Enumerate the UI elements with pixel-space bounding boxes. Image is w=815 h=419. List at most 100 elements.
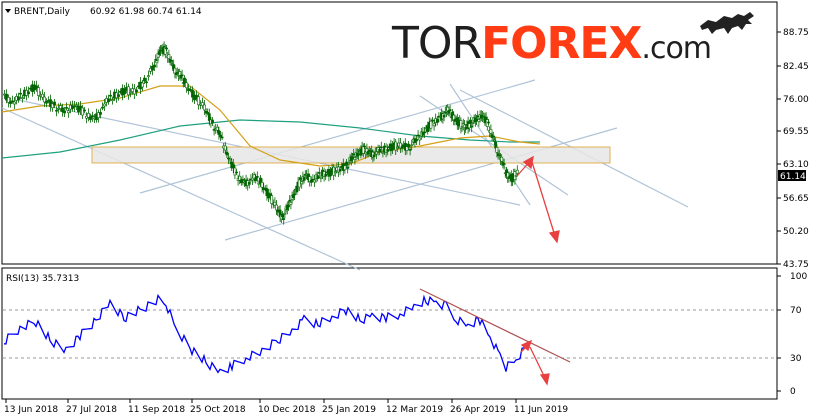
- candle-body: [491, 135, 495, 138]
- candle-body: [153, 64, 156, 68]
- candle-body: [375, 151, 378, 155]
- triangle-down-icon[interactable]: [5, 9, 11, 13]
- candle-body: [143, 77, 146, 82]
- candle-body: [351, 156, 354, 160]
- candle-body: [87, 113, 90, 118]
- candle-body: [497, 154, 501, 157]
- candle-body: [21, 97, 24, 99]
- channel-line: [449, 83, 531, 206]
- candle-body: [282, 218, 286, 220]
- candle-body: [281, 213, 284, 218]
- candle-body: [107, 98, 110, 103]
- candle-body: [407, 143, 410, 148]
- candle-body: [167, 54, 171, 59]
- candle-body: [223, 145, 227, 151]
- candle-body: [309, 180, 313, 183]
- candle-body: [260, 182, 264, 188]
- candle-body: [347, 162, 351, 165]
- candle-body: [135, 89, 138, 93]
- candle-body: [421, 131, 425, 136]
- candle-body: [500, 156, 504, 162]
- candle-body: [395, 146, 399, 149]
- candle-body: [431, 119, 434, 122]
- candle-body: [319, 176, 323, 179]
- time-tick-label: 27 Jul 2018: [66, 405, 117, 415]
- candle-body: [289, 202, 293, 205]
- candle-body: [255, 176, 259, 178]
- candle-body: [228, 158, 232, 161]
- candle-body: [59, 105, 62, 109]
- candle-body: [300, 181, 304, 185]
- candle-body: [378, 148, 382, 153]
- candle-body: [41, 93, 44, 98]
- candle-body: [99, 112, 102, 115]
- candle-body: [175, 72, 179, 74]
- price-panel[interactable]: [1, 1, 778, 265]
- arrow-down-head: [548, 230, 560, 244]
- candle-body: [415, 138, 418, 142]
- candle-body: [235, 171, 238, 174]
- rsi-forecast-arrows: [520, 339, 550, 386]
- candle-body: [43, 96, 46, 103]
- candle-body: [238, 175, 242, 181]
- rsi-panel[interactable]: [1, 267, 778, 400]
- candle-body: [61, 107, 64, 113]
- candle-body: [55, 109, 58, 112]
- candle-body: [75, 104, 78, 107]
- candle-body: [475, 118, 478, 122]
- candle-body: [97, 112, 100, 118]
- candle-body: [426, 125, 430, 132]
- time-tick-label: 13 Jun 2018: [4, 405, 58, 415]
- rsi-tick-label: 100: [790, 272, 807, 282]
- time-tick-label: 10 Dec 2018: [258, 405, 316, 415]
- candle-body: [464, 126, 468, 130]
- forecast-arrows: [516, 155, 560, 244]
- candle-body: [215, 126, 219, 131]
- ma-slow-line: [1, 119, 540, 159]
- current-price-tag: 61.14: [778, 170, 806, 182]
- rsi-trendline: [419, 288, 571, 363]
- time-tick-label: 25 Oct 2018: [190, 405, 246, 415]
- candle-body: [293, 193, 296, 196]
- candle-body: [225, 151, 229, 156]
- candle-body: [346, 167, 350, 169]
- candle-body: [476, 115, 480, 118]
- rsi-tick-label: 0: [790, 387, 796, 397]
- candle-body: [381, 152, 385, 154]
- candle-body: [27, 91, 30, 95]
- candle-body: [109, 94, 112, 97]
- candle-body: [217, 130, 221, 135]
- candle-body: [482, 115, 486, 117]
- torforex-logo[interactable]: TORFOREX.com: [392, 18, 712, 69]
- candle-body: [185, 82, 188, 89]
- candle-body: [201, 102, 204, 106]
- candle-body: [363, 145, 366, 148]
- time-tick-label: 11 Jun 2019: [514, 405, 568, 415]
- candle-body: [151, 65, 154, 71]
- candle-body: [101, 106, 104, 109]
- candle-body: [487, 121, 490, 124]
- candle-body: [372, 154, 376, 158]
- candle-body: [295, 185, 299, 193]
- candle-body: [507, 176, 511, 179]
- candle-body: [9, 101, 12, 104]
- candle-body: [81, 107, 84, 116]
- price-axis: 88.75 82.45 76.00 69.55 63.10 56.65 50.20 43.75: [777, 28, 809, 270]
- candle-body: [145, 81, 148, 84]
- candle-body: [73, 105, 76, 108]
- candle-body: [353, 157, 357, 160]
- time-tick-label: 25 Jan 2019: [322, 405, 376, 415]
- rsi-line: [3, 293, 525, 374]
- candle-body: [416, 134, 420, 137]
- candle-body: [352, 153, 356, 156]
- candle-body: [345, 161, 348, 166]
- symbol-label: BRENT,Daily: [14, 7, 71, 17]
- candle-body: [435, 119, 439, 123]
- time-tick-label: 26 Apr 2019: [450, 405, 506, 415]
- price-tick-label: 63.10: [783, 160, 809, 170]
- candle-body: [65, 107, 68, 109]
- candle-body: [37, 87, 40, 96]
- candle-body: [259, 177, 262, 185]
- candle-body: [316, 175, 320, 179]
